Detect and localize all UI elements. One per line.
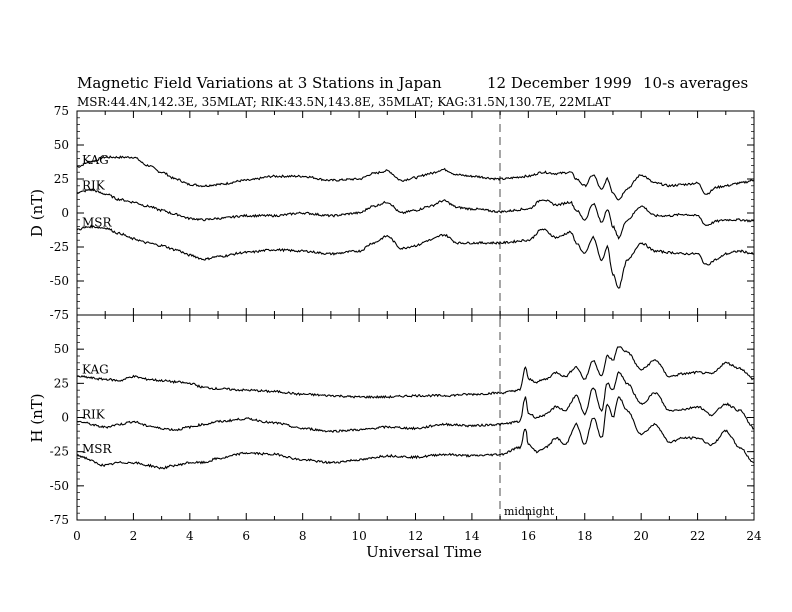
station-coordinates: MSR:44.4N,142.3E, 35MLAT; RIK:43.5N,143.… — [77, 95, 611, 109]
y-tick-label: -50 — [50, 274, 69, 288]
x-tick-label: 20 — [634, 529, 649, 543]
series-label-rik: RIK — [82, 408, 106, 422]
series-label-kag: KAG — [82, 363, 109, 377]
series-line-kag-h — [77, 346, 755, 399]
x-tick-label: 6 — [242, 529, 250, 543]
x-tick-label: 16 — [521, 529, 536, 543]
y-tick-label: 0 — [61, 411, 69, 425]
series-label-msr: MSR — [82, 215, 113, 229]
x-tick-label: 22 — [690, 529, 705, 543]
x-tick-label: 0 — [73, 529, 81, 543]
y-tick-label: 50 — [54, 138, 69, 152]
chart-averaging: 10-s averages — [643, 74, 748, 92]
chart-date: 12 December 1999 — [487, 74, 632, 92]
series-label-rik: RIK — [82, 179, 106, 193]
series-label-kag: KAG — [82, 153, 109, 167]
y-tick-label: 0 — [61, 206, 69, 220]
midnight-label: midnight — [504, 505, 555, 518]
series-line-rik-h — [76, 371, 755, 434]
x-tick-label: 10 — [351, 529, 366, 543]
series-label-msr: MSR — [82, 442, 113, 456]
series-line-msr-h — [76, 396, 755, 470]
x-tick-label: 18 — [577, 529, 592, 543]
y-tick-label: 50 — [54, 342, 69, 356]
x-tick-label: 12 — [408, 529, 423, 543]
series-line-kag-d — [76, 155, 755, 201]
y-tick-label: -25 — [50, 445, 69, 459]
x-tick-label: 4 — [186, 529, 194, 543]
y-tick-label: 75 — [54, 104, 69, 118]
y-tick-label: -75 — [50, 513, 69, 527]
y-tick-label: -50 — [50, 479, 69, 493]
series-line-msr-d — [76, 224, 755, 289]
d-axis-label: D (nT) — [28, 189, 46, 237]
series-line-rik-d — [77, 188, 755, 240]
d-panel-frame — [76, 110, 755, 316]
x-axis-label: Universal Time — [366, 543, 482, 561]
h-panel-frame — [76, 314, 755, 521]
data-series: KAG RIK MSR KAG RIK MSR — [76, 153, 755, 470]
x-tick-label: 14 — [464, 529, 480, 543]
y-tick-label: -75 — [50, 308, 69, 322]
chart-title: Magnetic Field Variations at 3 Stations … — [77, 74, 442, 92]
x-tick-label: 8 — [299, 529, 307, 543]
y-tick-label: -25 — [50, 240, 69, 254]
y-tick-label: 25 — [54, 376, 69, 390]
x-tick-label: 2 — [130, 529, 138, 543]
h-axis-label: H (nT) — [28, 393, 46, 442]
x-tick-label: 24 — [746, 529, 762, 543]
y-tick-label: 25 — [54, 172, 69, 186]
